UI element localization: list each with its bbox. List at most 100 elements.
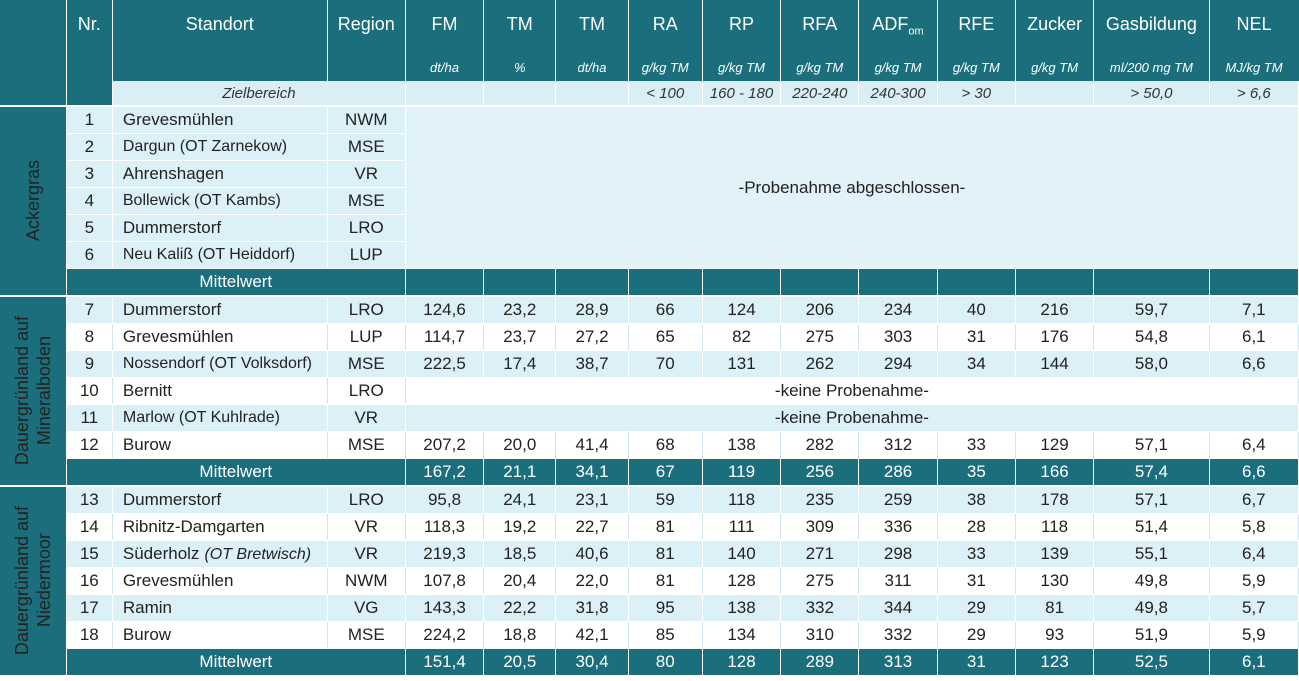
table-row: 8 Grevesmühlen LUP 114,7 23,7 27,2 65 82 275 303 3…	[0, 323, 1299, 351]
row-value: 42,1	[555, 621, 629, 649]
group-label-moor_rows: Dauergrünland auf Niedermoor	[0, 486, 67, 677]
column-header-name: NEL	[1210, 14, 1299, 35]
standort-name: Dummerstorf	[122, 300, 222, 319]
column-header: ADFom g/kg TM	[858, 0, 938, 81]
row-value: 107,8	[405, 567, 485, 595]
row-region: VG	[327, 594, 406, 622]
group-label-text: Dauergrünland auf Niedermoor	[11, 506, 55, 655]
row-value: 219,3	[405, 540, 485, 568]
column-header-name: Nr.	[67, 14, 112, 35]
table-row: 4 Bollewick (OT Kambs) MSE	[0, 187, 1299, 215]
row-value: 118,3	[405, 513, 485, 541]
row-value: 138	[702, 594, 782, 622]
row-value: 128	[702, 567, 782, 595]
row-value: 224,2	[405, 621, 485, 649]
row-number: 1	[66, 106, 113, 134]
row-value: 95,8	[405, 486, 485, 514]
row-value: 129	[1015, 431, 1095, 459]
row-region: LRO	[327, 377, 406, 405]
row-region: MSE	[327, 187, 406, 215]
row-value: 66	[628, 296, 703, 324]
row-value: 93	[1015, 621, 1095, 649]
row-number: 15	[66, 540, 113, 568]
row-value: 7,1	[1209, 296, 1299, 324]
row-value: 140	[702, 540, 782, 568]
row-value: 311	[858, 567, 938, 595]
row-value: 6,6	[1209, 350, 1299, 378]
group-label-line2: Mineralboden	[33, 336, 54, 446]
column-header-name: RFA	[781, 14, 858, 35]
row-value: 312	[858, 431, 938, 459]
row-value: 18,5	[483, 540, 557, 568]
zielbereich-label: Zielbereich	[112, 81, 406, 107]
column-header-unit: g/kg TM	[1031, 60, 1079, 75]
row-standort: Ramin	[112, 594, 328, 622]
mittelwert-value: 123	[1015, 648, 1095, 677]
column-header-name: Gasbildung	[1094, 14, 1208, 35]
row-value: 118	[702, 486, 782, 514]
row-region: LUP	[327, 241, 406, 269]
mittelwert-value	[555, 268, 629, 297]
zielbereich-value	[1015, 81, 1095, 107]
row-value: 332	[780, 594, 860, 622]
standort-name: Dummerstorf	[122, 490, 222, 509]
mittelwert-value	[1209, 268, 1299, 297]
column-header-label: TM	[506, 14, 533, 34]
row-value: 310	[780, 621, 860, 649]
row-standort: Bernitt	[112, 377, 328, 405]
row-region: LRO	[327, 486, 406, 514]
row-number: 4	[66, 187, 113, 215]
row-value: 22,7	[555, 513, 629, 541]
mittelwert-value: 6,1	[1209, 648, 1299, 677]
table-row: Dauergrünland auf Niedermoor 13 Dummerstorf…	[0, 486, 1299, 677]
group-header-cell	[0, 81, 67, 107]
standort-name: Grevesmühlen	[122, 571, 234, 590]
mittelwert-value	[628, 268, 703, 297]
row-value: 344	[858, 594, 938, 622]
row-message: -keine Probenahme-	[405, 404, 1299, 432]
table-row: Dauergrünland auf Mineralboden 7 Dummerstor…	[0, 296, 1299, 487]
row-standort: Marlow (OT Kuhlrade)	[112, 404, 328, 432]
row-value: 139	[1015, 540, 1095, 568]
row-value: 5,8	[1209, 513, 1299, 541]
column-header-label: RP	[729, 14, 755, 34]
column-header: Region	[327, 0, 406, 81]
row-value: 6,1	[1209, 323, 1299, 351]
column-header-name: RA	[629, 14, 702, 35]
row-number: 5	[66, 214, 113, 242]
zielbereich-value: 240-300	[858, 81, 938, 107]
column-header-name: ADFom	[859, 14, 936, 38]
zielbereich-row: Zielbereich < 100 160 - 180 220-240 240-300 >…	[0, 81, 1299, 107]
row-region: MSE	[327, 350, 406, 378]
group-header-cell	[0, 0, 67, 81]
group-label-text: Ackergras	[22, 160, 43, 242]
row-value: 54,8	[1093, 323, 1210, 351]
row-standort: Ahrenshagen	[112, 160, 328, 188]
column-header-unit: ml/200 mg TM	[1109, 60, 1193, 75]
column-header-label: RFE	[958, 14, 995, 34]
column-header-unit: g/kg TM	[952, 60, 1000, 75]
row-value: 5,9	[1209, 621, 1299, 649]
row-value: 5,7	[1209, 594, 1299, 622]
row-value: 118	[1015, 513, 1095, 541]
row-value: 57,1	[1093, 486, 1210, 514]
row-value: 33	[937, 431, 1016, 459]
row-value: 124,6	[405, 296, 485, 324]
row-value: 176	[1015, 323, 1095, 351]
column-header-subscript: om	[908, 25, 924, 38]
column-header-label: RFA	[802, 14, 838, 34]
mittelwert-value: 21,1	[483, 458, 557, 487]
mittelwert-value: 67	[628, 458, 703, 487]
row-value: 29	[937, 594, 1016, 622]
mittelwert-value: 57,4	[1093, 458, 1210, 487]
column-header: Gasbildung ml/200 mg TM	[1093, 0, 1210, 81]
column-header-unit: g/kg TM	[874, 60, 922, 75]
column-header-label: ADF	[872, 14, 909, 34]
zielbereich-value	[555, 81, 629, 107]
row-standort: Süderholz (OT Bretwisch)	[112, 540, 328, 568]
row-standort: Dummerstorf	[112, 214, 328, 242]
row-value: 6,4	[1209, 540, 1299, 568]
row-number: 8	[66, 323, 113, 351]
row-number: 11	[66, 404, 113, 432]
